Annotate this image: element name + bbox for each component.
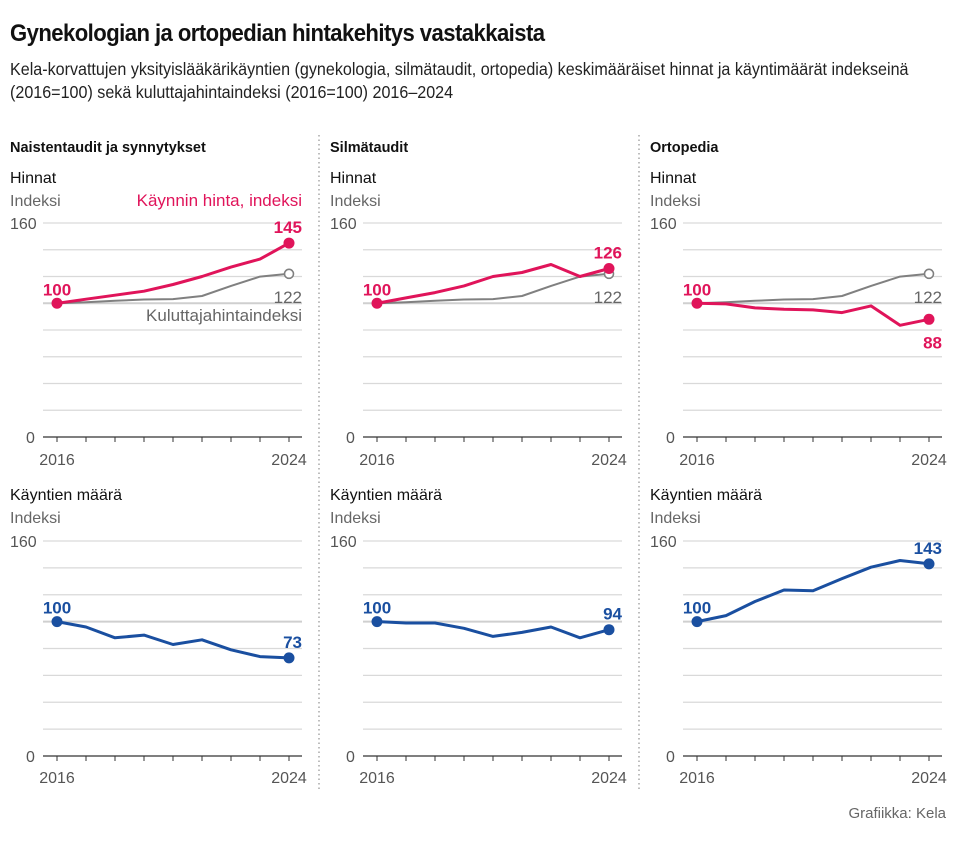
end-marker: [283, 237, 295, 249]
price-series-label: Käynnin hinta, indeksi: [137, 191, 302, 210]
section-title: Käyntien määrä: [10, 487, 122, 504]
panel-title: Ortopedia: [650, 140, 719, 156]
visits-line: [376, 620, 610, 640]
cpi-end-label: 122: [274, 288, 302, 307]
y-tick-label: 0: [26, 749, 35, 766]
start-value-label: 100: [683, 280, 711, 299]
x-tick-label: 2024: [911, 452, 947, 469]
y-tick-label: 160: [10, 216, 37, 233]
end-value-label: 143: [914, 539, 942, 558]
start-marker: [691, 616, 703, 628]
start-marker: [691, 297, 703, 309]
start-marker: [371, 297, 383, 309]
y-tick-label: 0: [346, 430, 355, 447]
section-title: Hinnat: [330, 170, 377, 187]
start-value-label: 100: [363, 599, 391, 618]
x-tick-label: 2024: [271, 452, 307, 469]
cpi-end-marker: [923, 268, 935, 280]
y-tick-label: 0: [26, 430, 35, 447]
cpi-end-label: 122: [914, 288, 942, 307]
cpi-line: [696, 272, 930, 305]
x-tick-label: 2016: [679, 770, 715, 787]
x-tick-label: 2024: [591, 452, 627, 469]
end-value-label: 94: [603, 605, 622, 624]
end-marker: [923, 313, 935, 325]
y-tick-label: 160: [330, 216, 357, 233]
x-tick-label: 2024: [591, 770, 627, 787]
end-marker: [923, 558, 935, 570]
x-tick-label: 2024: [271, 770, 307, 787]
y-tick-label: 160: [10, 534, 37, 551]
y-axis-unit-label: Indeksi: [650, 193, 701, 210]
x-tick-label: 2016: [679, 452, 715, 469]
panel-title: Naistentaudit ja synnytykset: [10, 140, 206, 156]
end-marker: [283, 652, 295, 664]
chart-title: Gynekologian ja ortopedian hintakehitys …: [10, 20, 545, 47]
chart-subtitle: Kela-korvattujen yksityislääkärikäyntien…: [10, 59, 909, 102]
start-marker: [371, 616, 383, 628]
y-tick-label: 0: [666, 430, 675, 447]
y-axis-unit-label: Indeksi: [330, 510, 381, 527]
cpi-end-marker: [283, 268, 295, 280]
start-value-label: 100: [683, 599, 711, 618]
visits-line: [696, 559, 930, 624]
start-marker: [51, 616, 63, 628]
section-title: Hinnat: [10, 170, 57, 187]
y-axis-unit-label: Indeksi: [10, 193, 61, 210]
section-title: Käyntien määrä: [330, 487, 442, 504]
cpi-line: [56, 272, 290, 305]
section-title: Hinnat: [650, 170, 697, 187]
price-line: [376, 263, 610, 305]
y-tick-label: 160: [650, 534, 677, 551]
price-line: [56, 241, 290, 305]
end-value-label: 88: [923, 333, 942, 352]
end-marker: [603, 262, 615, 274]
x-tick-label: 2024: [911, 770, 947, 787]
y-axis-unit-label: Indeksi: [330, 193, 381, 210]
start-value-label: 100: [43, 280, 71, 299]
x-tick-label: 2016: [39, 770, 75, 787]
section-title: Käyntien määrä: [650, 487, 762, 504]
end-marker: [603, 624, 615, 636]
price-line: [696, 301, 930, 327]
y-tick-label: 0: [346, 749, 355, 766]
start-value-label: 100: [363, 280, 391, 299]
end-value-label: 73: [283, 633, 302, 652]
x-tick-label: 2016: [359, 452, 395, 469]
y-tick-label: 0: [666, 749, 675, 766]
panel-title: Silmätaudit: [330, 140, 408, 156]
credit: Grafiikka: Kela: [848, 805, 946, 822]
y-tick-label: 160: [650, 216, 677, 233]
cpi-end-label: 122: [594, 288, 622, 307]
cpi-line: [376, 272, 610, 305]
visits-line: [56, 620, 290, 660]
y-axis-unit-label: Indeksi: [10, 510, 61, 527]
cpi-series-label: Kuluttajahintaindeksi: [146, 306, 302, 325]
x-tick-label: 2016: [39, 452, 75, 469]
start-value-label: 100: [43, 599, 71, 618]
end-value-label: 126: [594, 243, 622, 262]
y-tick-label: 160: [330, 534, 357, 551]
x-tick-label: 2016: [359, 770, 395, 787]
end-value-label: 145: [274, 218, 302, 237]
start-marker: [51, 297, 63, 309]
y-axis-unit-label: Indeksi: [650, 510, 701, 527]
